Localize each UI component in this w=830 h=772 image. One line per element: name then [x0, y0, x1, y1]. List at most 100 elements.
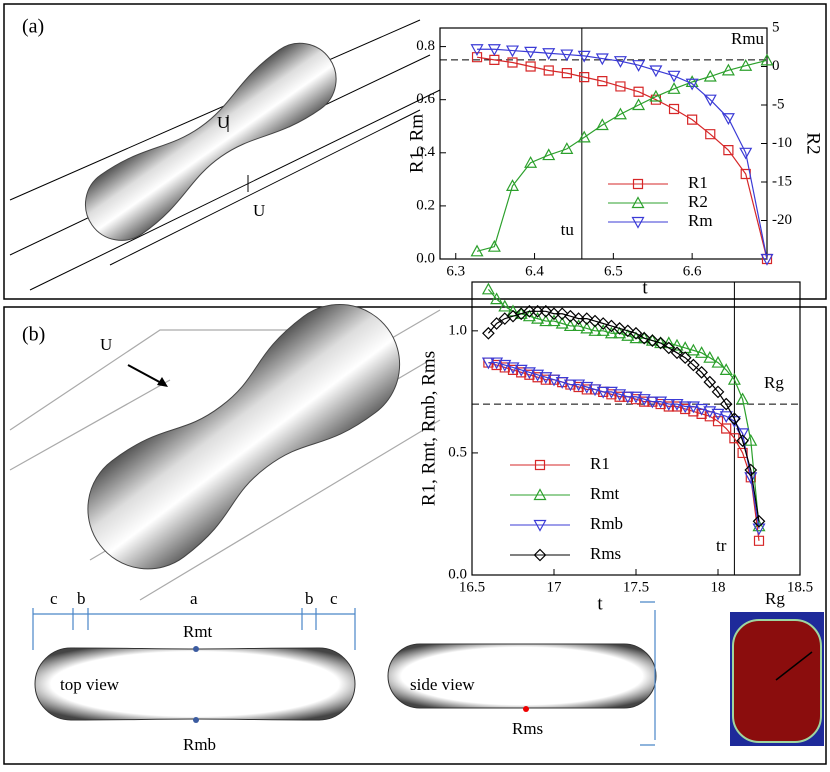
marker [667, 82, 681, 94]
marker [719, 363, 733, 375]
marker [596, 317, 610, 330]
panel-b-frame [3, 306, 827, 765]
point [193, 646, 199, 652]
marker [580, 321, 594, 334]
y2-tick-label: -15 [772, 173, 792, 189]
marker [577, 130, 591, 143]
section-label: Rg [765, 589, 785, 608]
x-tick-label: 6.6 [683, 263, 702, 279]
radius-arrow [775, 651, 813, 681]
marker [711, 355, 725, 368]
marker [579, 72, 590, 83]
marker [555, 377, 569, 389]
legend-label: Rmt [590, 484, 620, 503]
dim-label: c [50, 589, 58, 608]
droplet-top-view [34, 647, 356, 721]
marker [662, 341, 676, 355]
marker [604, 386, 618, 399]
marker [678, 401, 692, 414]
point [523, 706, 529, 712]
marker [580, 312, 594, 325]
marker [564, 309, 577, 323]
dim-label: b [77, 589, 86, 608]
marker [613, 107, 627, 120]
marker [752, 523, 766, 536]
series: Rmt [481, 282, 766, 532]
marker [670, 346, 684, 360]
marker [655, 398, 666, 410]
y-tick-label: 0.0 [448, 566, 467, 582]
marker [740, 168, 751, 180]
marker [654, 336, 667, 350]
marker [723, 145, 734, 156]
point-label: Rmb [183, 735, 216, 754]
marker [481, 357, 495, 370]
y2-axis-label: R2 [803, 132, 824, 154]
reference-label: Rmu [731, 29, 765, 48]
marker [482, 326, 495, 340]
x-axis-label: t [642, 277, 648, 298]
dimension-lines [32, 601, 656, 746]
marker [514, 364, 528, 377]
marker [615, 81, 626, 92]
marker [667, 70, 681, 83]
marker [595, 53, 609, 66]
marker [760, 53, 774, 66]
marker [721, 63, 735, 76]
marker [604, 326, 618, 339]
view-label: top view [60, 675, 120, 694]
marker [613, 322, 626, 335]
y-tick-label: 0.5 [448, 444, 467, 460]
marker [685, 78, 699, 91]
series-line [476, 59, 768, 252]
point [193, 717, 199, 723]
marker [721, 113, 735, 126]
y-axis-label: R1, Rmt, Rmb, Rms [418, 351, 439, 506]
marker [524, 46, 538, 59]
marker [671, 401, 683, 412]
legend-label: R1 [688, 173, 708, 192]
marker [703, 94, 717, 107]
marker [711, 408, 725, 421]
legend-label: R1 [590, 454, 610, 473]
y-tick-label: 1.0 [448, 322, 467, 338]
marker [597, 76, 608, 87]
marker [703, 375, 717, 389]
y2-tick-label: -20 [772, 212, 792, 228]
legend-marker [533, 548, 547, 562]
marker [563, 319, 577, 332]
marker [522, 367, 536, 380]
marker [703, 69, 717, 82]
marker [523, 304, 536, 318]
marker [498, 299, 512, 312]
marker [637, 331, 651, 344]
marker [705, 129, 716, 140]
marker [687, 358, 700, 372]
channel-lines [9, 19, 441, 291]
marker [572, 319, 586, 332]
series: R1 [483, 357, 765, 546]
reference-label: Rg [764, 373, 784, 392]
marker [668, 103, 680, 115]
marker [711, 385, 725, 399]
view-label: side view [410, 675, 475, 694]
reference-label: tr [716, 536, 727, 555]
panel-label: (b) [22, 324, 45, 346]
marker [487, 239, 501, 252]
marker [499, 362, 510, 373]
y-tick-label: 0.0 [416, 250, 435, 266]
marker [563, 379, 577, 392]
legend-label: Rm [688, 211, 713, 230]
droplet [84, 42, 337, 241]
marker [649, 89, 663, 102]
marker [695, 346, 709, 358]
illustration-a: U U [9, 19, 441, 291]
marker [739, 147, 753, 160]
legend-marker [534, 459, 546, 471]
marker [525, 61, 536, 72]
x-tick-label: 18.5 [787, 579, 813, 595]
y-tick-label: 0.8 [416, 38, 435, 54]
x-tick-label: 16.5 [459, 579, 485, 595]
